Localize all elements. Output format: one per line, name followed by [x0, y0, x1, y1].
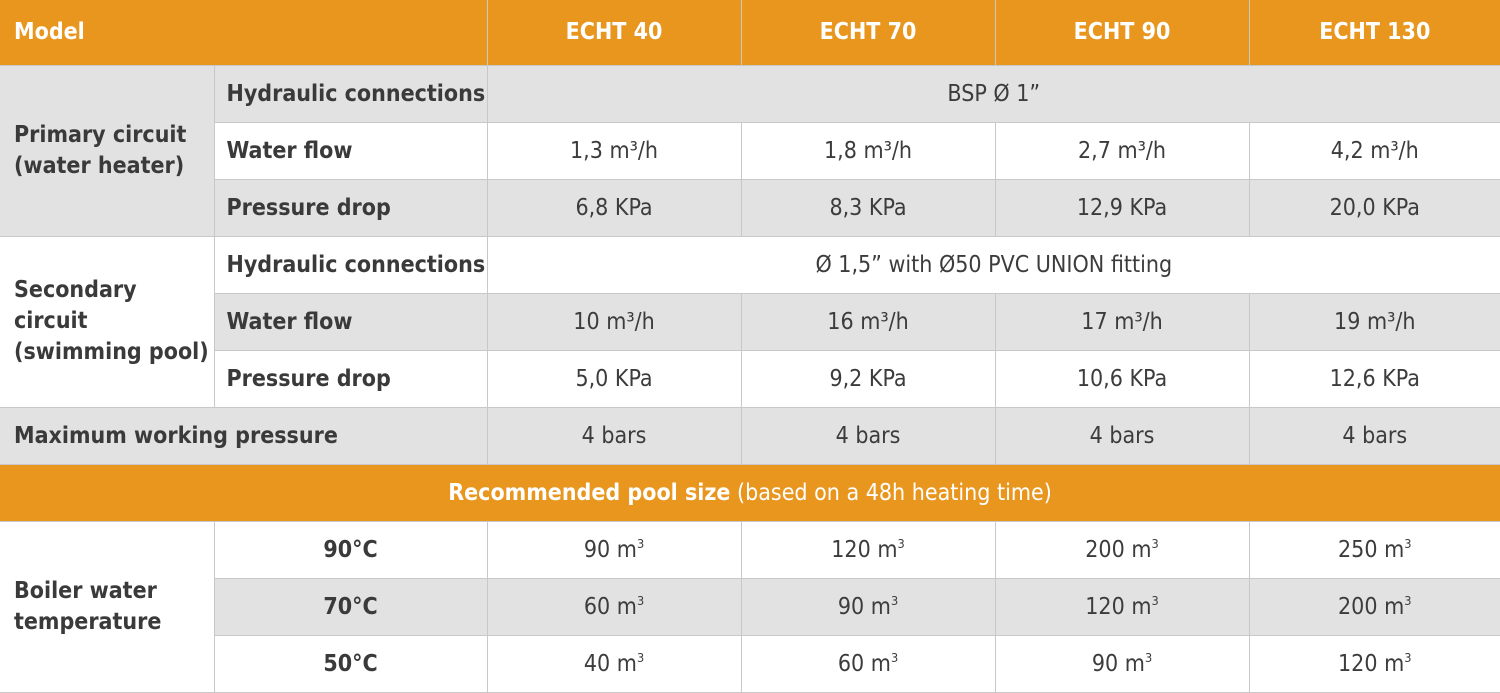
- secondary-pressure-drop-row: Pressure drop 5,0 KPa 9,2 KPa 10,6 KPa 1…: [0, 349, 1500, 408]
- table-cell: 19 m³/h: [1248, 292, 1500, 351]
- table-cell: 90 m3: [740, 577, 996, 636]
- primary-hydraulic-label: Hydraulic connections: [213, 64, 488, 123]
- table-cell: 120 m3: [740, 520, 996, 579]
- table-cell: 9,2 KPa: [740, 349, 996, 408]
- temp-row-90: Boiler water temperature 90°C 90 m3 120 …: [0, 520, 1500, 693]
- primary-pressure-drop-label: Pressure drop: [213, 178, 488, 237]
- table-cell: 17 m³/h: [994, 292, 1250, 351]
- temp-label: 50°C: [213, 634, 488, 693]
- secondary-water-flow-label: Water flow: [213, 292, 488, 351]
- header-row: Model ECHT 40 ECHT 70 ECHT 90 ECHT 130: [0, 0, 1500, 66]
- primary-hydraulic-row: Primary circuit (water heater) Hydraulic…: [0, 64, 1500, 237]
- pool-size-title: Recommended pool size: [448, 479, 731, 506]
- model-header: Model: [0, 0, 488, 66]
- table-cell: 12,6 KPa: [1248, 349, 1500, 408]
- table-cell: 200 m3: [994, 520, 1250, 579]
- table-cell: 200 m3: [1248, 577, 1500, 636]
- boiler-temp-label: Boiler water temperature: [0, 520, 215, 693]
- table-cell: 10,6 KPa: [994, 349, 1250, 408]
- pool-size-section-row: Recommended pool size (based on a 48h he…: [0, 463, 1500, 522]
- table-cell: 6,8 KPa: [486, 178, 742, 237]
- table-cell: 5,0 KPa: [486, 349, 742, 408]
- model-echt-90: ECHT 90: [994, 0, 1250, 66]
- table-cell: 16 m³/h: [740, 292, 996, 351]
- temp-row-50: 50°C 40 m3 60 m3 90 m3 120 m3: [0, 634, 1500, 693]
- secondary-hydraulic-value: Ø 1,5” with Ø50 PVC UNION fitting: [486, 235, 1500, 294]
- secondary-hydraulic-label: Hydraulic connections: [213, 235, 488, 294]
- table-cell: 4 bars: [740, 406, 996, 465]
- temp-label: 70°C: [213, 577, 488, 636]
- secondary-hydraulic-row: Secondary circuit (swimming pool) Hydrau…: [0, 235, 1500, 408]
- table-cell: 120 m3: [994, 577, 1250, 636]
- table-cell: 60 m3: [486, 577, 742, 636]
- table-cell: 4 bars: [1248, 406, 1500, 465]
- table-cell: 2,7 m³/h: [994, 121, 1250, 180]
- pool-size-note: (based on a 48h heating time): [737, 479, 1052, 506]
- primary-hydraulic-value: BSP Ø 1”: [486, 64, 1500, 123]
- table-cell: 1,3 m³/h: [486, 121, 742, 180]
- pool-size-section-header: Recommended pool size (based on a 48h he…: [0, 463, 1500, 522]
- table-cell: 250 m3: [1248, 520, 1500, 579]
- table-cell: 1,8 m³/h: [740, 121, 996, 180]
- temp-label: 90°C: [213, 520, 488, 579]
- secondary-water-flow-row: Water flow 10 m³/h 16 m³/h 17 m³/h 19 m³…: [0, 292, 1500, 351]
- table-cell: 90 m3: [486, 520, 742, 579]
- primary-pressure-drop-row: Pressure drop 6,8 KPa 8,3 KPa 12,9 KPa 2…: [0, 178, 1500, 237]
- table-cell: 20,0 KPa: [1248, 178, 1500, 237]
- table-cell: 4 bars: [486, 406, 742, 465]
- table-cell: 60 m3: [740, 634, 996, 693]
- table-cell: 12,9 KPa: [994, 178, 1250, 237]
- table-cell: 8,3 KPa: [740, 178, 996, 237]
- table-cell: 4 bars: [994, 406, 1250, 465]
- table-cell: 4,2 m³/h: [1248, 121, 1500, 180]
- table-cell: 90 m3: [994, 634, 1250, 693]
- primary-circuit-label: Primary circuit (water heater): [0, 64, 215, 237]
- secondary-pressure-drop-label: Pressure drop: [213, 349, 488, 408]
- table-cell: 40 m3: [486, 634, 742, 693]
- model-echt-130: ECHT 130: [1248, 0, 1500, 66]
- model-echt-40: ECHT 40: [486, 0, 742, 66]
- table-cell: 120 m3: [1248, 634, 1500, 693]
- secondary-circuit-label: Secondary circuit (swimming pool): [0, 235, 215, 408]
- max-pressure-label: Maximum working pressure: [0, 406, 488, 465]
- primary-water-flow-label: Water flow: [213, 121, 488, 180]
- max-pressure-row: Maximum working pressure 4 bars 4 bars 4…: [0, 406, 1500, 465]
- primary-water-flow-row: Water flow 1,3 m³/h 1,8 m³/h 2,7 m³/h 4,…: [0, 121, 1500, 180]
- temp-row-70: 70°C 60 m3 90 m3 120 m3 200 m3: [0, 577, 1500, 636]
- table-cell: 10 m³/h: [486, 292, 742, 351]
- model-echt-70: ECHT 70: [740, 0, 996, 66]
